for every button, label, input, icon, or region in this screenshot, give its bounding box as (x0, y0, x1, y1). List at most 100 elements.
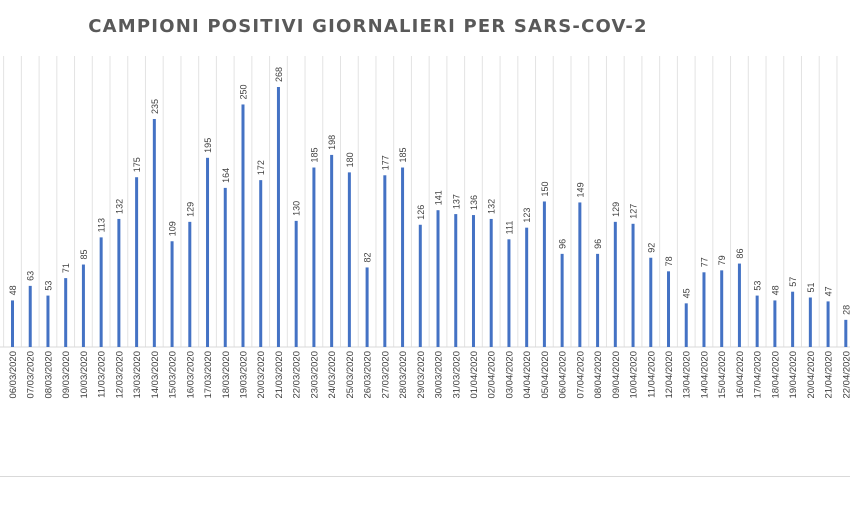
x-tick-label: 15/04/2020 (717, 351, 728, 399)
bar (826, 301, 830, 347)
x-tick-label: 30/03/2020 (434, 351, 445, 399)
bar (596, 253, 600, 347)
data-label: 28 (841, 305, 850, 315)
x-tick-label: 27/03/2020 (380, 351, 391, 399)
data-label: 96 (558, 239, 568, 249)
x-tick-label: 12/03/2020 (114, 351, 125, 399)
x-tick-label: 13/04/2020 (682, 351, 693, 399)
data-label: 129 (185, 202, 195, 217)
data-label: 48 (8, 285, 18, 295)
bar (347, 172, 351, 347)
x-tick-label: 10/03/2020 (79, 351, 90, 399)
bar (383, 175, 387, 347)
x-tick-label: 21/04/2020 (824, 351, 835, 399)
x-tick-labels: 06/03/2020 07/03/2020 08/03/2020 09/03/2020… (8, 351, 850, 399)
x-tick-label: 18/03/2020 (221, 351, 232, 399)
bar (312, 167, 316, 347)
x-tick-label: 19/03/2020 (238, 351, 249, 399)
x-tick-label: 17/03/2020 (203, 351, 214, 399)
bar (613, 221, 617, 347)
x-tick-label: 07/04/2020 (575, 351, 586, 399)
x-tick-label: 13/03/2020 (132, 351, 143, 399)
x-tick-label: 02/04/2020 (487, 351, 498, 399)
bar (702, 272, 706, 347)
bar (844, 319, 848, 347)
data-label: 132 (487, 199, 497, 214)
x-tick-label: 22/04/2020 (841, 351, 850, 399)
x-tick-label: 28/03/2020 (398, 351, 409, 399)
data-label: 123 (522, 208, 532, 223)
bar (330, 154, 334, 347)
x-tick-label: 09/03/2020 (61, 351, 72, 399)
x-tick-label: 26/03/2020 (363, 351, 374, 399)
x-tick-label: 07/03/2020 (26, 351, 37, 399)
x-tick-label: 14/03/2020 (150, 351, 161, 399)
bar (737, 263, 741, 347)
x-tick-label: 11/04/2020 (646, 351, 657, 398)
data-label: 77 (699, 257, 709, 267)
bar (489, 218, 493, 347)
data-label: 63 (26, 271, 36, 281)
data-label: 235 (150, 99, 160, 114)
bar (401, 167, 405, 347)
bar (542, 201, 546, 347)
data-label: 111 (504, 221, 514, 235)
x-tick-label: 06/04/2020 (558, 351, 569, 399)
bar (649, 257, 653, 347)
data-label: 130 (292, 201, 302, 216)
data-label: 53 (753, 281, 763, 291)
data-label: 86 (735, 249, 745, 259)
data-label: 164 (221, 168, 231, 183)
x-tick-label: 29/03/2020 (416, 351, 427, 399)
data-label: 198 (327, 135, 337, 150)
bar (64, 278, 68, 347)
data-label: 137 (451, 194, 461, 209)
x-tick-label: 22/03/2020 (292, 351, 303, 399)
data-label: 48 (770, 285, 780, 295)
bar (454, 214, 458, 347)
data-label: 175 (132, 157, 142, 172)
x-tick-label: 25/03/2020 (345, 351, 356, 399)
x-tick-label: 31/03/2020 (451, 351, 462, 399)
data-label: 185 (309, 147, 319, 162)
bar (152, 119, 156, 347)
data-label: 85 (79, 250, 89, 260)
x-tick-label: 01/04/2020 (469, 351, 480, 399)
data-label: 136 (469, 195, 479, 210)
x-tick-label: 08/04/2020 (593, 351, 604, 399)
bar (46, 295, 50, 347)
data-label: 47 (824, 286, 834, 296)
x-tick-label: 10/04/2020 (629, 351, 640, 399)
bottom-divider (0, 476, 850, 477)
x-tick-label: 06/03/2020 (8, 351, 19, 399)
bar (81, 264, 85, 347)
bar (631, 223, 635, 347)
bar (808, 297, 812, 347)
x-tick-label: 08/03/2020 (43, 351, 54, 399)
data-label: 71 (61, 263, 71, 273)
data-label: 79 (717, 255, 727, 265)
bar (223, 187, 227, 347)
bar (755, 295, 759, 347)
data-label: 53 (43, 281, 53, 291)
x-tick-label: 20/03/2020 (256, 351, 267, 399)
data-label: 180 (345, 152, 355, 167)
bar (170, 241, 174, 347)
data-label: 185 (398, 147, 408, 162)
data-labels: 48 63 53 71 85 113 132 175 235 109 129 195 164 250 172… (8, 67, 850, 315)
bar (294, 220, 298, 347)
x-tick-label: 11/03/2020 (97, 351, 108, 398)
x-tick-label: 17/04/2020 (753, 351, 764, 399)
bar (11, 300, 14, 347)
bar (507, 239, 511, 347)
bar (241, 104, 245, 348)
data-label: 149 (575, 182, 585, 197)
bar (667, 271, 671, 347)
x-tick-label: 16/04/2020 (735, 351, 746, 399)
bar (206, 157, 210, 347)
gridlines (3, 56, 838, 347)
x-tick-label: 03/04/2020 (504, 351, 515, 399)
data-label: 109 (168, 221, 178, 236)
data-label: 78 (664, 256, 674, 266)
